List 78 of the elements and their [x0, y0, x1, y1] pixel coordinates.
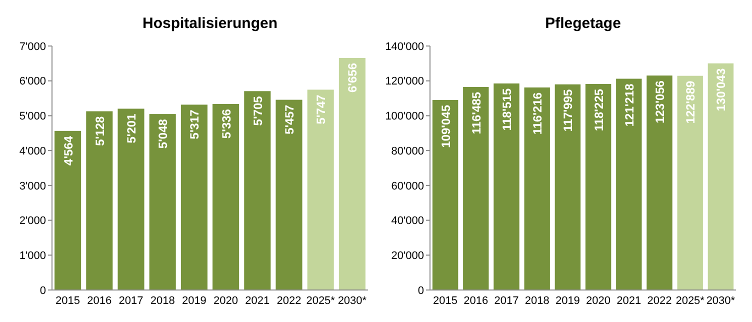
- bar: [244, 91, 271, 290]
- y-tick-label: 20'000: [391, 250, 424, 262]
- data-label: 122'889: [684, 80, 698, 124]
- x-tick-label: 2018: [524, 295, 550, 307]
- data-label: 5'201: [124, 113, 138, 144]
- y-tick-label: 7'000: [19, 40, 46, 53]
- y-tick-label: 140'000: [385, 40, 424, 53]
- x-tick-label: 2022: [647, 295, 672, 307]
- x-tick-label: 2018: [150, 295, 175, 307]
- y-tick-label: 0: [40, 284, 46, 297]
- x-tick-label: 2030*: [706, 295, 736, 307]
- bar: [432, 100, 458, 290]
- x-tick-label: 2025*: [676, 295, 706, 307]
- bar: [149, 114, 176, 290]
- y-tick-label: 120'000: [385, 76, 424, 88]
- data-label: 6'656: [346, 62, 360, 93]
- data-label: 130'043: [714, 68, 728, 112]
- bar: [677, 76, 703, 290]
- x-tick-label: 2025*: [306, 295, 336, 307]
- x-tick-label: 2019: [182, 295, 206, 307]
- chart-title: Hospitalisierungen: [142, 15, 278, 32]
- bar: [307, 90, 334, 290]
- y-tick-label: 40'000: [391, 215, 424, 228]
- bar: [180, 104, 208, 290]
- y-tick-label: 100'000: [385, 110, 424, 123]
- x-tick-label: 2016: [87, 295, 112, 307]
- bar: [276, 100, 302, 290]
- y-tick-label: 6'000: [19, 76, 46, 88]
- x-tick-label: 2030*: [338, 295, 368, 307]
- x-tick-label: 2016: [464, 295, 488, 307]
- data-label: 118'515: [500, 88, 514, 131]
- bar: [338, 58, 366, 290]
- x-tick-label: 2021: [245, 295, 270, 307]
- x-tick-label: 2020: [214, 295, 238, 307]
- data-label: 5'747: [314, 94, 328, 124]
- y-tick-label: 3'000: [19, 180, 46, 192]
- x-tick-label: 2020: [586, 295, 611, 307]
- bar: [54, 130, 82, 290]
- data-label: 118'225: [592, 88, 606, 132]
- data-label: 121'218: [622, 83, 636, 127]
- chart-title: Pflegetage: [545, 15, 621, 32]
- bar: [212, 104, 240, 290]
- bar: [524, 87, 550, 290]
- x-tick-label: 2015: [56, 295, 80, 307]
- data-label: 109'045: [438, 104, 453, 148]
- data-label: 123'056: [653, 80, 667, 124]
- x-tick-label: 2017: [494, 295, 519, 307]
- x-tick-label: 2019: [555, 295, 580, 307]
- data-label: 116'485: [469, 92, 484, 134]
- y-tick-label: 2'000: [19, 215, 46, 228]
- data-label: 5'336: [219, 108, 234, 139]
- data-label: 5'048: [156, 118, 170, 149]
- y-tick-label: 1'000: [19, 250, 46, 262]
- y-tick-label: 80'000: [391, 145, 424, 158]
- bar: [463, 86, 489, 290]
- data-label: 5'705: [250, 96, 265, 126]
- bar: [708, 63, 734, 290]
- x-tick-label: 2017: [118, 295, 144, 307]
- data-label: 116'216: [530, 92, 545, 135]
- bar: [646, 76, 672, 290]
- y-tick-label: 60'000: [391, 180, 424, 192]
- y-tick-label: 4'000: [19, 145, 46, 158]
- x-tick-label: 2021: [616, 295, 642, 307]
- bar: [616, 78, 642, 290]
- data-label: 5'457: [282, 104, 296, 134]
- bar: [86, 111, 113, 290]
- bar: [494, 83, 520, 290]
- data-label: 4'564: [61, 136, 76, 166]
- y-tick-label: 0: [418, 284, 424, 297]
- x-tick-label: 2015: [433, 295, 458, 307]
- x-tick-label: 2022: [276, 295, 302, 307]
- y-tick-label: 5'000: [19, 110, 46, 123]
- data-label: 5'128: [92, 116, 107, 146]
- data-label: 117'995: [561, 89, 576, 132]
- data-label: 5'317: [188, 109, 202, 140]
- bar: [118, 108, 144, 290]
- bar: [585, 84, 612, 290]
- bar: [554, 84, 581, 290]
